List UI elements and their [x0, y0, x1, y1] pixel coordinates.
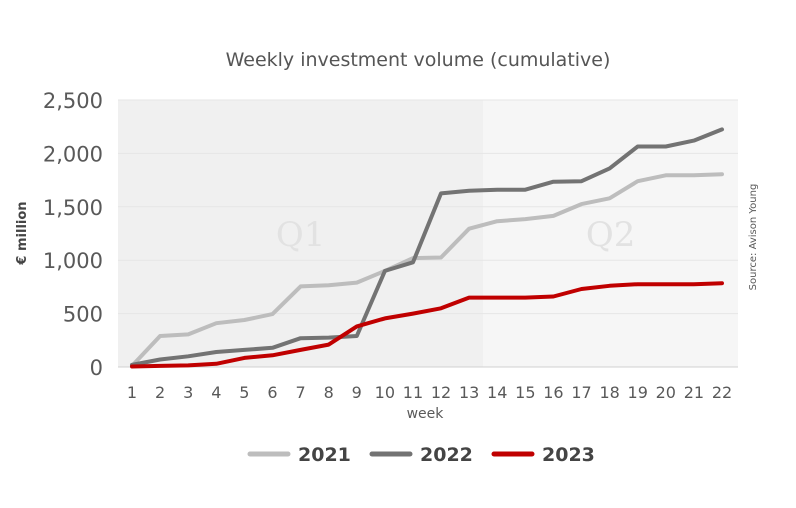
- x-tick-label: 22: [712, 383, 732, 402]
- x-axis-label: week: [407, 406, 445, 422]
- x-tick-label: 7: [295, 383, 305, 402]
- region-label-q1: Q1: [276, 215, 326, 255]
- x-tick-label: 17: [571, 383, 591, 402]
- x-tick-label: 3: [183, 383, 193, 402]
- y-tick-label: 0: [90, 356, 103, 380]
- series-line-2023: [130, 281, 724, 369]
- region-q2: [483, 100, 738, 367]
- x-tick-label: 6: [267, 383, 277, 402]
- region-label-q2: Q2: [586, 215, 636, 255]
- source-note: Source: Avison Young: [748, 184, 759, 291]
- chart-title: Weekly investment volume (cumulative): [226, 49, 611, 71]
- legend-label-2022: 2022: [420, 444, 473, 466]
- y-axis-ticks: 0 500 1,000 1,500 2,000 2,500: [43, 89, 103, 380]
- x-tick-label: 18: [599, 383, 619, 402]
- x-tick-label: 9: [352, 383, 362, 402]
- quarter-regions: Q1 Q2: [118, 100, 738, 367]
- series-lines: [130, 127, 724, 369]
- y-tick-label: 1,500: [43, 196, 103, 220]
- gridlines: [118, 99, 738, 368]
- y-tick-label: 2,000: [43, 142, 103, 166]
- x-tick-label: 1: [127, 383, 137, 402]
- x-tick-label: 16: [543, 383, 563, 402]
- y-tick-label: 500: [63, 303, 103, 327]
- x-tick-label: 20: [656, 383, 676, 402]
- x-tick-label: 11: [403, 383, 423, 402]
- y-axis-label: € million: [15, 201, 30, 265]
- series-line-2021: [130, 172, 724, 368]
- x-tick-label: 2: [155, 383, 165, 402]
- legend: 2021 2022 2023: [247, 444, 595, 466]
- region-q1: [118, 100, 484, 367]
- x-axis-ticks: 1 2 3 4 5 6 7 8 9 10 11 12 13 14 15 16 17 18 19 20 21 22: [127, 383, 732, 402]
- x-tick-label: 5: [239, 383, 249, 402]
- x-tick-label: 13: [459, 383, 479, 402]
- x-tick-label: 15: [515, 383, 535, 402]
- x-tick-label: 4: [211, 383, 221, 402]
- x-tick-label: 8: [324, 383, 334, 402]
- y-tick-label: 2,500: [43, 89, 103, 113]
- y-tick-label: 1,000: [43, 249, 103, 273]
- series-line-2022: [130, 127, 724, 367]
- legend-label-2023: 2023: [542, 444, 595, 466]
- x-tick-label: 19: [628, 383, 648, 402]
- x-tick-label: 12: [431, 383, 451, 402]
- legend-label-2021: 2021: [298, 444, 351, 466]
- x-tick-label: 14: [487, 383, 507, 402]
- x-tick-label: 10: [375, 383, 395, 402]
- x-tick-label: 21: [684, 383, 704, 402]
